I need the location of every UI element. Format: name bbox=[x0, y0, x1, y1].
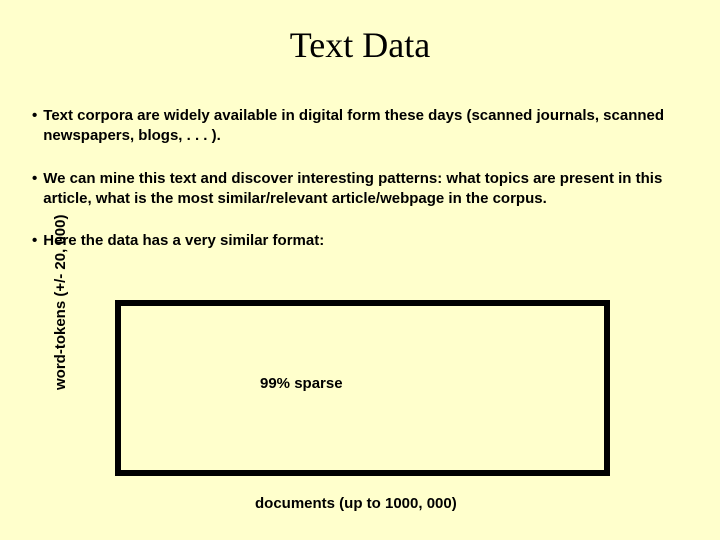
bullet-item: • We can mine this text and discover int… bbox=[32, 169, 688, 210]
slide: Text Data • Text corpora are widely avai… bbox=[0, 0, 720, 540]
bullet-text: Text corpora are widely available in dig… bbox=[43, 106, 688, 147]
x-axis-label: documents (up to 1000, 000) bbox=[255, 495, 457, 512]
bullet-dot: • bbox=[32, 169, 37, 210]
matrix-box bbox=[115, 300, 610, 476]
bullet-dot: • bbox=[32, 106, 37, 147]
matrix-diagram: word-tokens (+/- 20, 000) 99% sparse doc… bbox=[60, 300, 660, 530]
bullet-item: • Text corpora are widely available in d… bbox=[32, 106, 688, 147]
bullet-item: • Here the data has a very similar forma… bbox=[32, 231, 688, 251]
bullet-text: Here the data has a very similar format: bbox=[43, 231, 688, 251]
bullet-text: We can mine this text and discover inter… bbox=[43, 169, 688, 210]
slide-title: Text Data bbox=[0, 0, 720, 106]
y-axis-label: word-tokens (+/- 20, 000) bbox=[52, 215, 69, 390]
bullet-dot: • bbox=[32, 231, 37, 251]
sparse-label: 99% sparse bbox=[260, 375, 343, 392]
bullet-list: • Text corpora are widely available in d… bbox=[0, 106, 720, 251]
